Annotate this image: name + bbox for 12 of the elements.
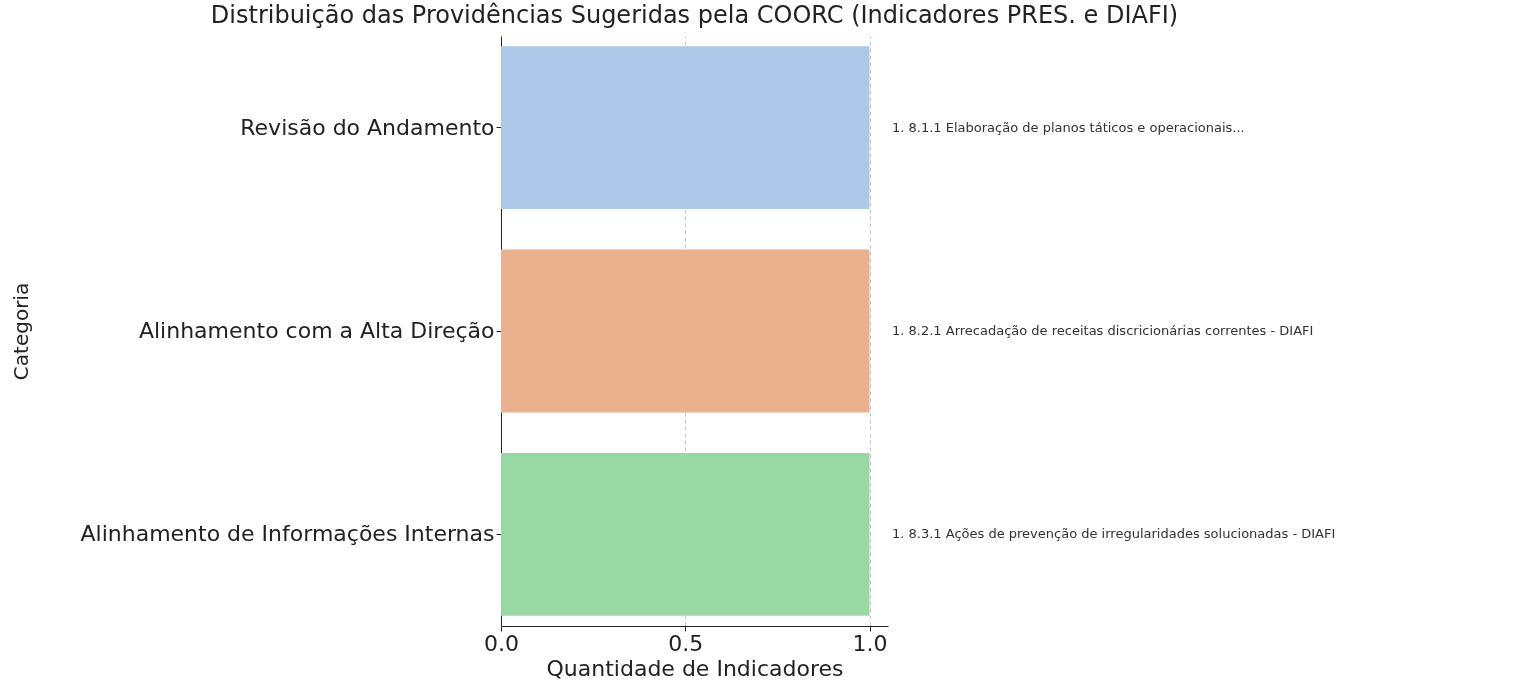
x-tick-label: 1.0 [852, 630, 888, 656]
x-axis-title: Quantidade de Indicadores [546, 655, 844, 681]
x-tick-label: 0.5 [668, 630, 704, 656]
text: 1. 8.2.1 Arrecadação de receitas discricionárias correntes - DIAFI [892, 323, 1314, 338]
y-tick-label: Revisão do Andamento [240, 114, 495, 140]
y-tick-label: Alinhamento com a Alta Direção [138, 318, 495, 343]
x-tick-label: 0.0 [484, 630, 519, 656]
y-tick-label: Alinhamento de Informações Internas [80, 521, 495, 547]
text: 1. 8.1.1 Elaboração de planos táticos e operacionais... [892, 119, 1245, 135]
y-axis-title: Categoria [8, 282, 33, 381]
text: 1. 8.3.1 Ações de prevenção de irregularidades solucionadas - DIAFI [892, 526, 1336, 542]
chart-title: Distribuição das Providências Sugeridas pela COORC (Indicadores PRES. e DIAFI) [210, 1, 1179, 29]
